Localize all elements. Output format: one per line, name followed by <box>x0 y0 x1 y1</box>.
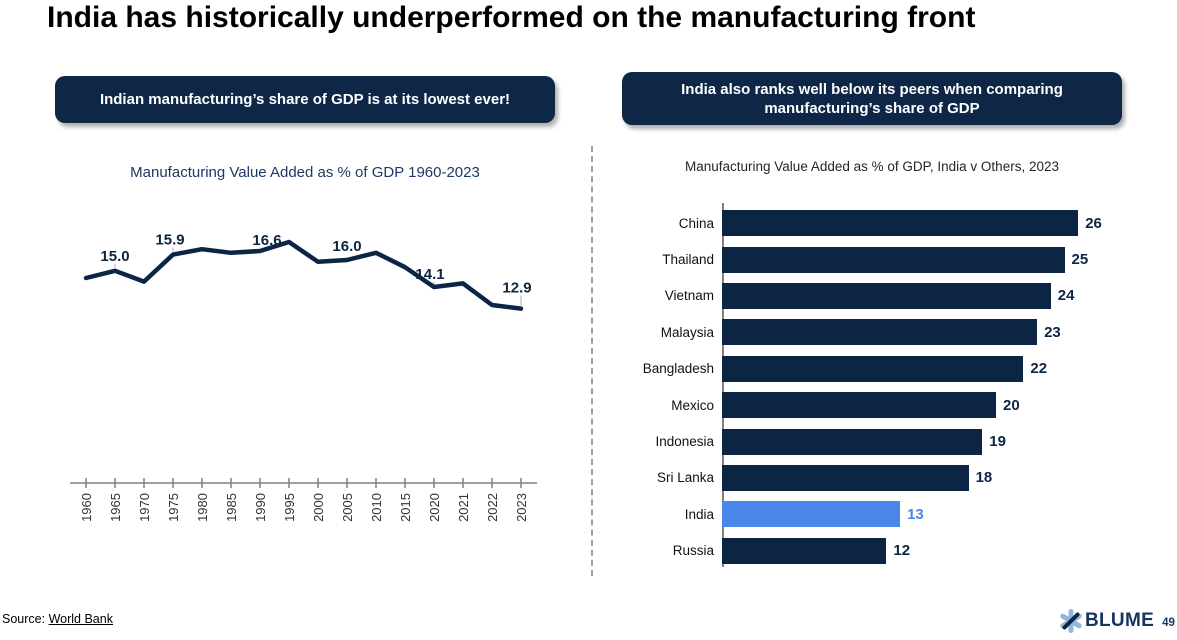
line-chart: 1960 1965 1970 1975 1980 1985 1990 1995 2000 2005… <box>70 232 537 522</box>
x-tick-label: 2015 <box>398 493 413 522</box>
page-title: India has historically underperformed on… <box>47 1 976 34</box>
x-tick-label: 1965 <box>108 493 123 522</box>
bar-chart-title: Manufacturing Value Added as % of GDP, I… <box>685 159 1059 174</box>
brand-name: BLUME <box>1085 610 1155 631</box>
bar-row: Thailand 25 <box>622 241 1122 277</box>
bar-row: Malaysia 23 <box>622 314 1122 350</box>
x-tick-label: 1985 <box>224 493 239 522</box>
bar-category-label: India <box>684 506 714 522</box>
data-label: 16.0 <box>332 238 361 255</box>
bar <box>722 210 1079 237</box>
data-label: 15.9 <box>155 232 184 249</box>
bar-track: 23 <box>722 319 1122 346</box>
source-note: Source: World Bank <box>2 612 113 626</box>
bar-category-label: Vietnam <box>664 288 714 304</box>
bar-value-label: 13 <box>907 505 924 523</box>
bar-row: Russia 12 <box>622 533 1122 569</box>
bar-category-label: China <box>678 215 714 231</box>
bar <box>722 428 983 455</box>
bar-row: India 13 <box>622 496 1122 532</box>
bar-category-label: Indonesia <box>655 434 714 450</box>
left-callout-banner: Indian manufacturing’s share of GDP is a… <box>55 76 555 123</box>
bar-track: 19 <box>722 428 1122 455</box>
bar-row: Vietnam 24 <box>622 278 1122 314</box>
bar-value-label: 20 <box>1003 396 1020 414</box>
bar-track: 13 <box>722 501 1122 528</box>
x-tick-label: 1980 <box>195 493 210 522</box>
bar <box>722 282 1051 309</box>
bar-row: Bangladesh 22 <box>622 351 1122 387</box>
bar <box>722 355 1024 382</box>
line-chart-title: Manufacturing Value Added as % of GDP 19… <box>130 164 480 181</box>
bar-category-label: Mexico <box>671 397 714 413</box>
bar-value-label: 23 <box>1044 323 1061 341</box>
bar-rows: China 26 Thailand 25 Vietnam 24 Malaysia 23 Bang… <box>622 205 1122 569</box>
data-label: 14.1 <box>415 266 444 283</box>
brand-logo: BLUME 49 <box>1059 608 1175 634</box>
left-callout-text: Indian manufacturing’s share of GDP is a… <box>99 91 511 108</box>
x-tick-label: 1970 <box>137 493 152 522</box>
bar <box>722 537 887 564</box>
source-link[interactable]: World Bank <box>48 612 113 626</box>
bar-category-label: Russia <box>672 543 714 559</box>
bar-value-label: 22 <box>1030 360 1048 378</box>
bar <box>722 464 969 491</box>
x-tick-label: 1960 <box>79 493 94 522</box>
bar <box>722 319 1038 346</box>
bar-row: Indonesia 19 <box>622 423 1122 459</box>
data-label: 16.6 <box>252 232 281 249</box>
bar-value-label: 19 <box>989 433 1006 451</box>
x-tick-label: 1995 <box>282 493 297 522</box>
x-tick-label: 2020 <box>427 493 442 522</box>
x-tick-label: 2005 <box>340 493 355 522</box>
x-tick-label: 2010 <box>369 493 384 522</box>
line-series <box>83 239 524 311</box>
x-tick-label: 2022 <box>485 493 500 522</box>
bar-track: 20 <box>722 392 1122 419</box>
x-tick-label: 1975 <box>166 493 181 522</box>
x-tick-label: 2023 <box>514 493 529 522</box>
bar-row: Mexico 20 <box>622 387 1122 423</box>
bar-category-label: Thailand <box>662 252 714 268</box>
bar-track: 22 <box>722 355 1122 382</box>
bar-value-label: 26 <box>1085 214 1102 232</box>
right-callout-banner: India also ranks well below its peers wh… <box>622 72 1122 125</box>
vertical-dashed-divider <box>591 146 593 576</box>
data-label: 12.9 <box>502 280 531 297</box>
bar-value-label: 24 <box>1057 287 1075 305</box>
bar <box>722 246 1065 273</box>
blume-flower-icon <box>1060 609 1082 633</box>
bar-category-label: Sri Lanka <box>656 470 714 486</box>
bar-track: 12 <box>722 537 1122 564</box>
source-prefix: Source: <box>2 612 46 626</box>
bar-category-label: Malaysia <box>660 324 714 340</box>
data-label: 15.0 <box>100 248 129 265</box>
x-tick-label: 1990 <box>253 493 268 522</box>
right-callout-text: India also ranks well below its peers wh… <box>681 80 1063 117</box>
bar-value-label: 18 <box>975 469 993 487</box>
bar-track: 26 <box>722 210 1122 237</box>
bar-chart-axis-line <box>722 203 724 567</box>
bar-track: 18 <box>722 464 1122 491</box>
x-tick-label: 2021 <box>456 493 471 522</box>
x-tick-label: 2000 <box>311 493 326 522</box>
bar-row: Sri Lanka 18 <box>622 460 1122 496</box>
bar-value-label: 12 <box>893 542 911 560</box>
bar-value-label: 25 <box>1071 251 1089 269</box>
bar-india-highlight <box>722 501 901 528</box>
bar-category-label: Bangladesh <box>642 361 714 377</box>
bar-track: 24 <box>722 282 1122 309</box>
bar-track: 25 <box>722 246 1122 273</box>
bar <box>722 392 996 419</box>
bar-row: China 26 <box>622 205 1122 241</box>
bar-chart: China 26 Thailand 25 Vietnam 24 Malaysia 23 Bang… <box>622 200 1122 576</box>
page-number: 49 <box>1162 616 1175 629</box>
